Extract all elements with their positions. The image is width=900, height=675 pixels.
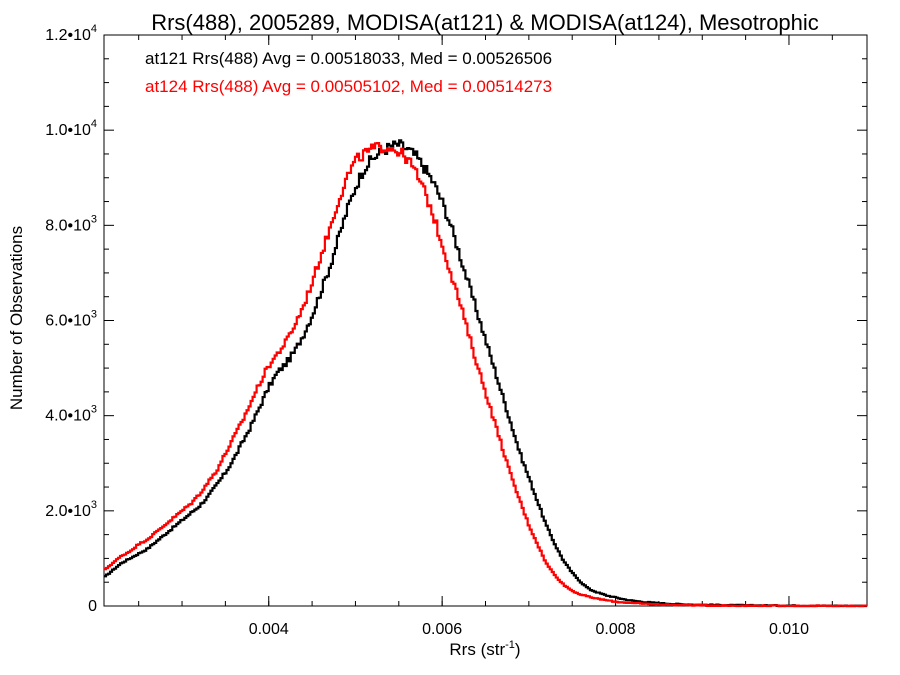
y-tick-label-exponent: 4	[91, 118, 97, 130]
histogram-series-0	[104, 139, 867, 608]
x-tick-label-1: 0.006	[422, 621, 462, 638]
annotation-at121-stats: at121 Rrs(488) Avg = 0.00518033, Med = 0…	[145, 49, 552, 68]
y-tick-label-2: 4.0•103	[45, 404, 97, 425]
y-tick-label-mantissa: 6.0•10	[45, 313, 91, 330]
y-tick-label-6: 1.2•104	[45, 23, 97, 44]
x-tick-label-3: 0.010	[769, 621, 809, 638]
y-tick-label-mantissa: 1.2•10	[45, 27, 91, 44]
plot-frame	[103, 34, 868, 607]
y-tick-label-0: 0	[88, 598, 97, 615]
y-tick-label-5: 1.0•104	[45, 118, 97, 139]
y-tick-label-exponent: 3	[91, 404, 97, 416]
y-tick-label-mantissa: 8.0•10	[45, 217, 91, 234]
x-axis-label-superscript: -1	[505, 639, 515, 651]
annotation-at124-stats: at124 Rrs(488) Avg = 0.00505102, Med = 0…	[145, 77, 552, 96]
y-tick-label-mantissa: 1.0•10	[45, 122, 91, 139]
y-tick-label-mantissa: 0	[88, 598, 97, 615]
chart-title: Rrs(488), 2005289, MODISA(at121) & MODIS…	[151, 10, 819, 35]
x-tick-label-2: 0.008	[596, 621, 636, 638]
y-axis-label: Number of Observations	[7, 226, 26, 410]
y-tick-label-mantissa: 2.0•10	[45, 503, 91, 520]
x-axis-label-end: )	[515, 640, 521, 659]
x-axis-label-text: Rrs (str	[449, 640, 505, 659]
plot-area	[103, 34, 868, 608]
x-axis-label: Rrs (str-1)	[449, 639, 520, 659]
y-tick-label-3: 6.0•103	[45, 309, 97, 330]
x-tick-label-0: 0.004	[249, 621, 289, 638]
y-tick-label-exponent: 3	[91, 213, 97, 225]
y-tick-label-1: 2.0•103	[45, 499, 97, 520]
y-tick-label-exponent: 4	[91, 23, 97, 35]
y-tick-label-exponent: 3	[91, 309, 97, 321]
y-tick-label-4: 8.0•103	[45, 213, 97, 234]
histogram-series-1	[104, 141, 867, 608]
y-tick-label-exponent: 3	[91, 499, 97, 511]
y-tick-label-mantissa: 4.0•10	[45, 408, 91, 425]
